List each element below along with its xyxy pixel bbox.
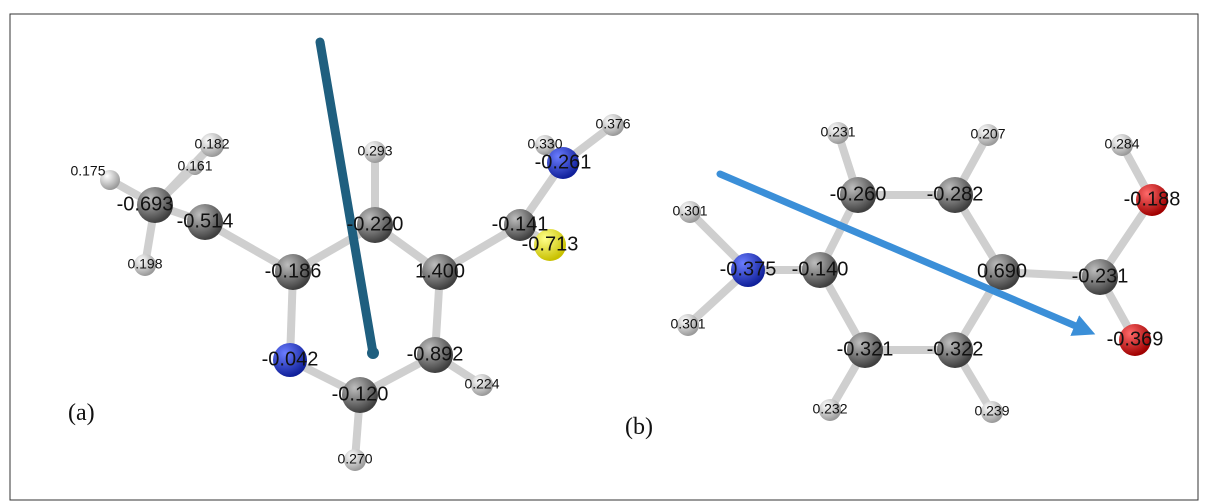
charge-label: 0.376 — [595, 116, 630, 132]
charge-label: 1.400 — [415, 260, 465, 282]
charge-label: 0.301 — [670, 316, 705, 332]
charge-label: -0.322 — [927, 338, 984, 360]
dipole-arrow — [320, 42, 373, 353]
charge-label: -0.260 — [830, 183, 887, 205]
frame — [10, 14, 1198, 500]
charge-label: -0.282 — [927, 183, 984, 205]
panel-label: (b) — [625, 414, 653, 440]
charge-label: 0.330 — [527, 136, 562, 152]
charge-label: -0.892 — [407, 343, 464, 365]
charge-label: 0.293 — [357, 143, 392, 159]
charge-label: -0.231 — [1072, 265, 1129, 287]
charge-label: 0.270 — [337, 451, 372, 467]
charge-label: -0.369 — [1107, 328, 1164, 350]
charge-label: -0.713 — [522, 233, 579, 255]
charge-label: -0.261 — [535, 151, 592, 173]
charge-label: -0.140 — [792, 258, 849, 280]
charge-label: -0.141 — [492, 213, 549, 235]
charge-label: 0.232 — [812, 401, 847, 417]
charge-label: -0.321 — [837, 338, 894, 360]
charge-label: 0.301 — [672, 203, 707, 219]
charge-label: -0.375 — [720, 258, 777, 280]
arrow-end — [367, 347, 379, 359]
charge-label: -0.188 — [1124, 188, 1181, 210]
charge-label: 0.239 — [974, 403, 1009, 419]
charge-label: 0.198 — [127, 256, 162, 272]
charge-label: -0.186 — [265, 260, 322, 282]
charge-label: -0.514 — [177, 210, 234, 232]
charge-label: -0.120 — [332, 383, 389, 405]
charge-label: 0.224 — [464, 376, 499, 392]
charge-label: 0.231 — [820, 124, 855, 140]
charge-label: -0.042 — [262, 348, 319, 370]
charge-label: 0.690 — [977, 260, 1027, 282]
figure: 0.175 0.182 0.161 -0.693 0.198 -0.514 -0.186 -0… — [0, 0, 1210, 502]
panel-label: (a) — [68, 400, 95, 426]
charge-label: -0.693 — [117, 193, 174, 215]
charge-label: 0.161 — [177, 158, 212, 174]
charge-label: 0.175 — [70, 163, 105, 179]
charge-label: 0.207 — [970, 126, 1005, 142]
charge-label: 0.182 — [194, 136, 229, 152]
charge-label: 0.284 — [1104, 136, 1139, 152]
charge-label: -0.220 — [347, 213, 404, 235]
